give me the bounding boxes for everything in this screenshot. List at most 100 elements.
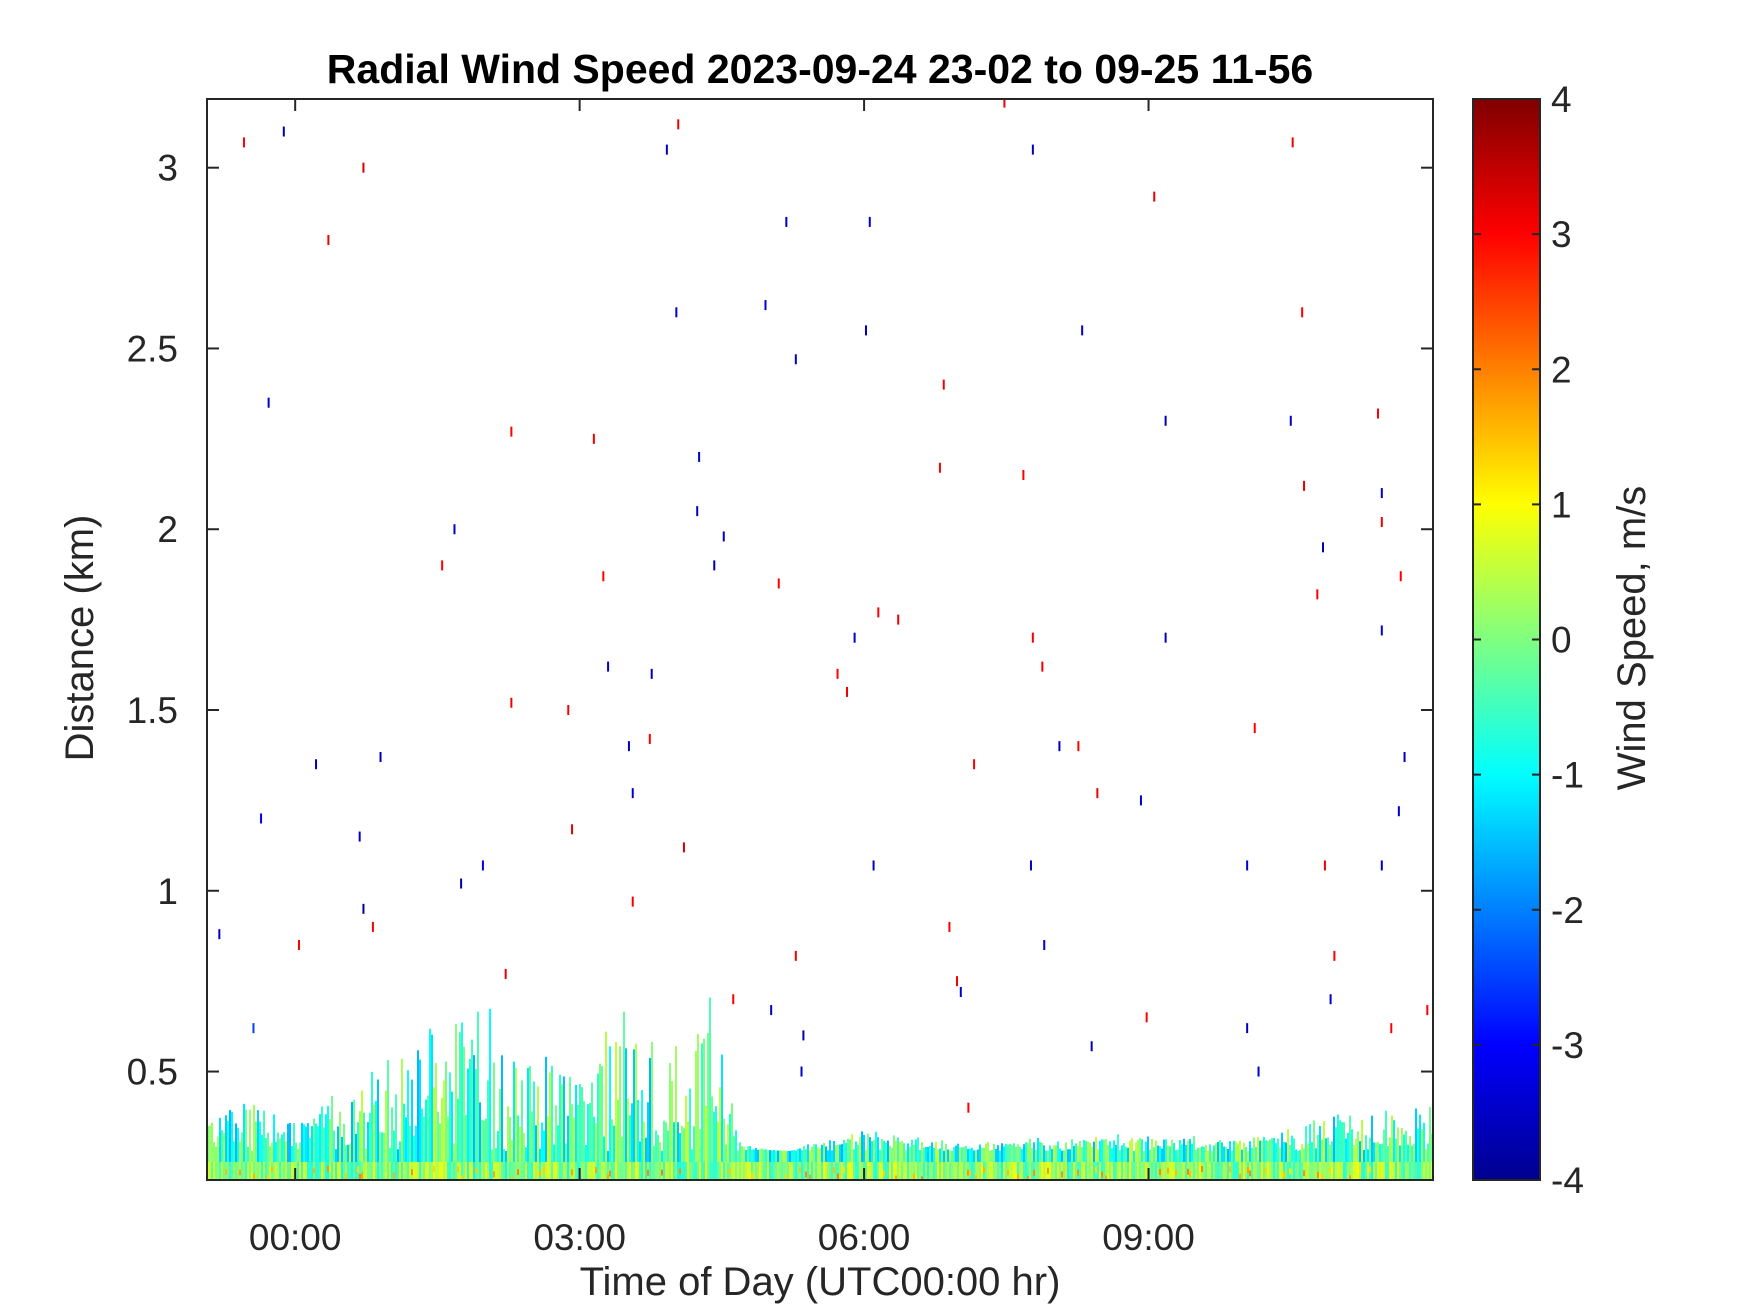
sparse-point [282, 126, 285, 137]
heatmap-column-base [861, 1161, 863, 1180]
heatmap-column-base [803, 1161, 805, 1180]
heatmap-column [325, 1114, 327, 1180]
heatmap-column [545, 1056, 547, 1180]
heatmap-column [483, 1120, 485, 1180]
heatmap-column [1173, 1143, 1175, 1180]
sparse-point [1041, 661, 1044, 672]
heatmap-column [383, 1132, 385, 1180]
heatmap-column-base [849, 1161, 851, 1180]
heatmap-column [911, 1139, 913, 1180]
heatmap-column [1029, 1138, 1031, 1180]
heatmap-column-base [1375, 1161, 1377, 1180]
heatmap-column [633, 1049, 635, 1180]
heatmap-column-base [1085, 1161, 1087, 1180]
heatmap-column [1165, 1139, 1167, 1180]
heatmap-column-base [1079, 1161, 1081, 1180]
heatmap-column [673, 1122, 675, 1180]
heatmap-column [1129, 1140, 1131, 1180]
heatmap-column-base [665, 1161, 667, 1180]
heatmap-column-base [831, 1161, 833, 1180]
heatmap-column-base [507, 1161, 509, 1180]
heatmap-column [469, 1058, 471, 1180]
heatmap-column [447, 1116, 449, 1180]
heatmap-column [473, 1055, 475, 1180]
heatmap-column-base [947, 1161, 949, 1180]
heatmap-column-base [1327, 1161, 1329, 1180]
heatmap-column-base [1355, 1161, 1357, 1180]
heatmap-column-base [1315, 1161, 1317, 1180]
heatmap-column-base [301, 1161, 303, 1180]
heatmap-column-base [1341, 1161, 1343, 1180]
heatmap-column-base [523, 1161, 525, 1180]
heatmap-column-base [361, 1161, 363, 1180]
heatmap-column-base [637, 1161, 639, 1180]
heatmap-column [589, 1103, 591, 1180]
heatmap-column-base [1019, 1161, 1021, 1180]
colorbar-tick-label: 1 [1551, 484, 1572, 525]
heatmap-column-base [285, 1161, 287, 1180]
colorbar-tick-label: 3 [1551, 214, 1572, 255]
heatmap-column-base [1403, 1161, 1405, 1180]
heatmap-column-base [505, 1161, 507, 1180]
heatmap-column [1269, 1139, 1271, 1180]
heatmap-column-base [501, 1161, 503, 1180]
heatmap-column [515, 1067, 517, 1180]
sparse-point [675, 307, 678, 318]
heatmap-column [273, 1114, 275, 1180]
heatmap-column-base [367, 1161, 369, 1180]
heatmap-column [499, 1088, 501, 1180]
heatmap-column [625, 1048, 627, 1180]
colorbar-tick-label: -1 [1551, 755, 1584, 796]
heatmap-column [597, 1073, 599, 1180]
heatmap-column [1313, 1120, 1315, 1180]
heatmap-column [1277, 1138, 1279, 1180]
heatmap-column-base [531, 1161, 533, 1180]
heatmap-column-base [717, 1161, 719, 1180]
heatmap-column-hot [1303, 1170, 1305, 1177]
heatmap-column-base [471, 1161, 473, 1180]
heatmap-column-base [885, 1161, 887, 1180]
heatmap-column-base [949, 1161, 951, 1180]
heatmap-column-base [241, 1161, 243, 1180]
heatmap-column [1139, 1137, 1141, 1180]
heatmap-column [1013, 1143, 1015, 1180]
heatmap-column [289, 1123, 291, 1180]
heatmap-column-base [1123, 1161, 1125, 1180]
heatmap-column-base [365, 1161, 367, 1180]
sparse-point [764, 300, 767, 311]
heatmap-column-base [1291, 1161, 1293, 1180]
sparse-point [1380, 860, 1383, 871]
heatmap-column [471, 1039, 473, 1180]
heatmap-column-base [1003, 1161, 1005, 1180]
heatmap-column-hot [1189, 1171, 1191, 1178]
heatmap-column-base [1415, 1161, 1417, 1180]
heatmap-column-hot [1265, 1167, 1267, 1174]
heatmap-column-base [783, 1161, 785, 1180]
heatmap-column [643, 1121, 645, 1180]
heatmap-column-base [289, 1161, 291, 1180]
heatmap-column-base [397, 1161, 399, 1180]
heatmap-column-base [845, 1161, 847, 1180]
heatmap-column [903, 1143, 905, 1180]
heatmap-column-base [847, 1161, 849, 1180]
heatmap-column [535, 1125, 537, 1180]
heatmap-column-base [699, 1161, 701, 1180]
heatmap-column-base [427, 1161, 429, 1180]
heatmap-column-base [603, 1161, 605, 1180]
heatmap-column-base [877, 1161, 879, 1180]
colorbar-tick-label: -3 [1551, 1025, 1584, 1066]
heatmap-column [683, 1128, 685, 1180]
heatmap-column-base [675, 1161, 677, 1180]
heatmap-column-base [1347, 1161, 1349, 1180]
heatmap-column [1321, 1139, 1323, 1180]
heatmap-column-base [1409, 1161, 1411, 1180]
heatmap-column [275, 1141, 277, 1180]
heatmap-column-base [761, 1161, 763, 1180]
heatmap-column [655, 1130, 657, 1180]
heatmap-column [541, 1122, 543, 1180]
heatmap-column-base [341, 1161, 343, 1180]
heatmap-column [551, 1065, 553, 1180]
heatmap-column-base [525, 1161, 527, 1180]
heatmap-column [723, 1118, 725, 1180]
